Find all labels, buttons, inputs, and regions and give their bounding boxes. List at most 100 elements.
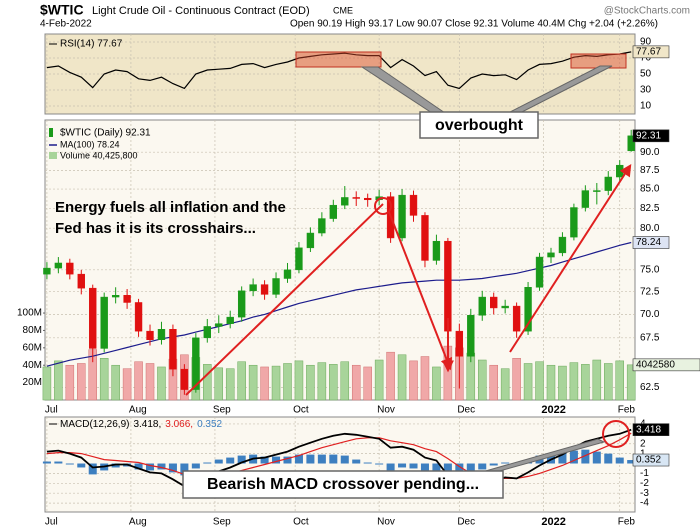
volume-bar (626, 364, 636, 401)
histogram-bar (88, 463, 97, 475)
y-tick-label: 67.5 (640, 332, 660, 343)
histogram-bar (432, 463, 441, 473)
volume-bar (351, 364, 361, 401)
volume-bar (271, 365, 281, 401)
histogram-bar (398, 463, 407, 468)
volume-bar (535, 361, 544, 401)
histogram-bar (214, 459, 223, 464)
labels-layer: 907050301090.087.585.082.580.075.072.570… (17, 37, 700, 528)
x-tick-label: Dec (457, 405, 475, 416)
candle-body (432, 240, 441, 261)
histogram-bar (409, 463, 418, 469)
y-tick-label: -3 (640, 488, 649, 499)
exchange: CME (333, 5, 353, 15)
volume-bar (203, 364, 212, 401)
candle-body (524, 287, 532, 332)
quote: Open 90.19 High 93.17 Low 90.07 Close 92… (290, 19, 658, 30)
y-tick-label: 85.0 (640, 184, 660, 195)
marks-layer (42, 51, 636, 490)
symbol: $WTIC (40, 2, 84, 18)
x-tick-label: Feb (618, 517, 636, 528)
volume-bar (294, 360, 304, 401)
candle-body (157, 329, 166, 340)
candle-body (226, 316, 234, 324)
date: 4-Feb-2022 (40, 19, 92, 30)
last-value-box (632, 358, 700, 372)
volume-bar (558, 365, 567, 401)
candle-body (260, 284, 269, 295)
histogram-bar (54, 461, 63, 464)
last-value-label: 92.31 (636, 130, 661, 141)
histogram-bar (604, 453, 613, 464)
legend-label: RSI(14) 77.67 (60, 39, 123, 50)
candle-body (581, 190, 590, 208)
candle-body (111, 295, 120, 298)
histogram-bar (375, 463, 384, 465)
candle-body (444, 240, 452, 332)
candle-body (627, 135, 635, 152)
volume-tick-label: 40M (23, 360, 42, 371)
volume-bar (214, 367, 224, 401)
legend-value: 3.066, (165, 419, 193, 430)
histogram-bar (157, 463, 166, 470)
candle-body (604, 176, 612, 191)
histogram-bar (592, 451, 601, 464)
x-tick-label: Oct (293, 517, 309, 528)
y-tick-label: -1 (640, 468, 649, 479)
volume-bar (432, 366, 441, 401)
macd-line (46, 428, 632, 490)
volume-bar (363, 366, 372, 401)
legends: RSI(14) 77.67 $WTIC (Daily) 92.31 MA(100… (49, 39, 223, 430)
candle-body (363, 197, 372, 201)
histogram-bar (329, 454, 338, 464)
volume-bar (329, 364, 338, 401)
volume-bar (306, 364, 315, 401)
volume-bar (65, 364, 75, 401)
trend-line (509, 163, 632, 353)
volume-bar (122, 368, 132, 401)
histogram-bar (363, 462, 372, 464)
candle-body (421, 215, 429, 261)
y-tick-label: 62.5 (640, 382, 660, 393)
histogram-bar (501, 462, 510, 464)
histogram-bar (489, 463, 498, 466)
y-tick-label: 50 (640, 69, 652, 80)
y-tick-label: 75.0 (640, 264, 660, 275)
candle-body (409, 194, 418, 216)
x-tick-label: Feb (618, 405, 636, 416)
volume-tick-label: 60M (23, 342, 42, 353)
candle-body (455, 330, 464, 357)
annotation-text: Fed has it is its crosshairs... (55, 220, 256, 237)
histogram-bar (134, 463, 143, 470)
candle-body (329, 204, 338, 219)
histogram-bar (386, 463, 395, 471)
last-value-label: 3.418 (636, 424, 661, 435)
histogram-bar (260, 456, 269, 464)
candle-body (249, 284, 257, 292)
volume-bar (512, 358, 521, 401)
x-tick-label: Nov (377, 405, 395, 416)
rsi-line (46, 51, 632, 90)
volume-bar (54, 360, 63, 401)
volume-bar (374, 359, 384, 401)
candle-body (341, 197, 349, 206)
volume-bar (409, 360, 418, 401)
candle-body (43, 267, 51, 275)
volume-bar (134, 361, 143, 401)
y-tick-label: 30 (640, 85, 652, 96)
last-value-label: 0.352 (636, 455, 661, 466)
y-tick-label: 80.0 (640, 223, 660, 234)
y-tick-label: 82.5 (640, 203, 660, 214)
volume-bar (477, 359, 487, 401)
last-value-box (632, 423, 670, 436)
histogram-bar (168, 463, 177, 473)
histogram-bar (478, 463, 487, 470)
legend-label: MACD(12,26,9) (60, 419, 129, 430)
histogram-bar (352, 459, 361, 464)
volume-bar (283, 363, 292, 401)
volume-tick-label: 100M (17, 308, 42, 319)
candle-body (215, 323, 223, 327)
histogram-bar (203, 462, 212, 464)
histogram-bar (615, 457, 624, 464)
